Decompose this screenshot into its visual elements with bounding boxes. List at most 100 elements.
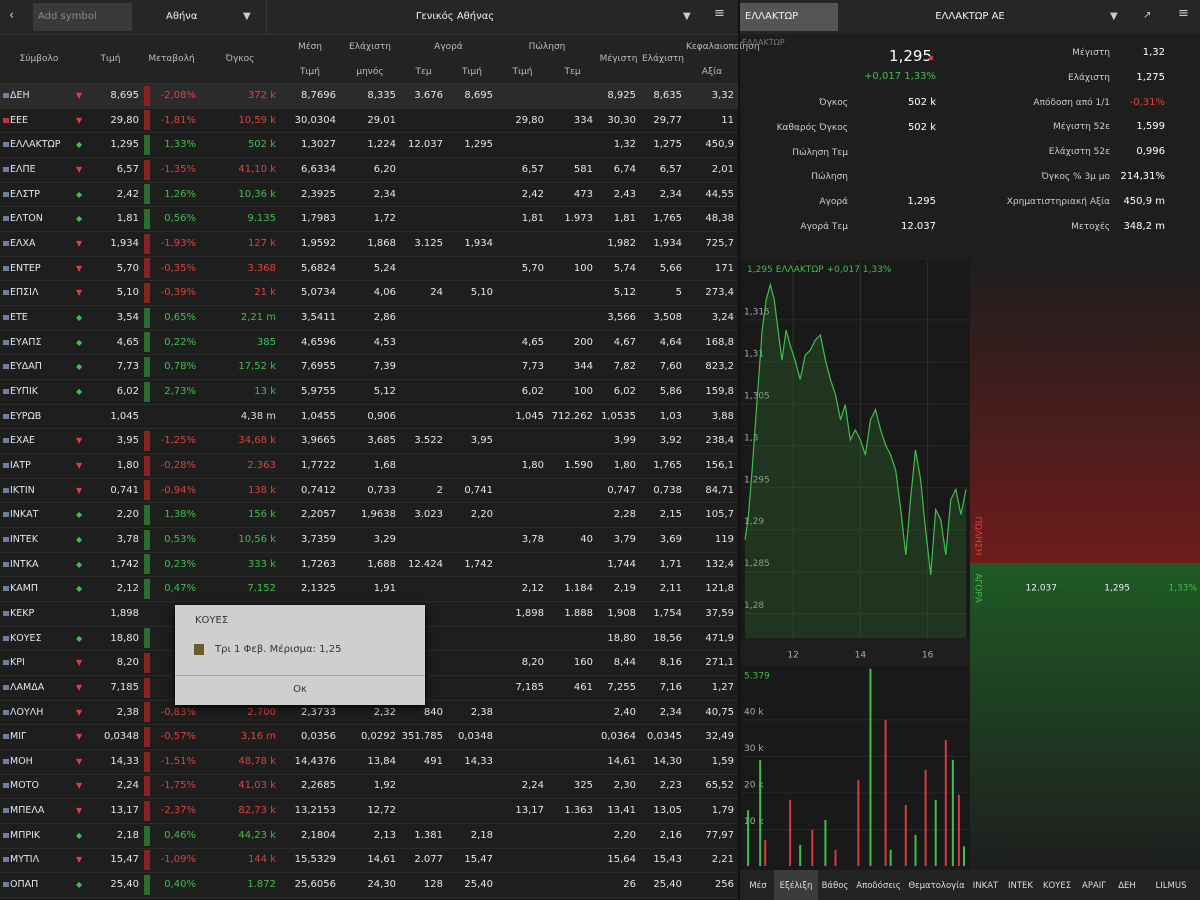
symbol[interactable]: ΜΙΓ <box>10 731 27 743</box>
cell: 2,21 m <box>240 311 276 323</box>
tab[interactable]: ΑΡΑΙΓ <box>1082 881 1106 891</box>
symbol[interactable]: ΙΝΤΕΚ <box>10 533 38 545</box>
cell: 4,64 <box>659 336 682 348</box>
cell: 40,75 <box>705 706 734 718</box>
tab[interactable]: Βάθος <box>821 881 849 891</box>
symbol-input[interactable] <box>740 3 838 31</box>
volume-bar <box>884 719 887 866</box>
search-box[interactable] <box>33 3 132 31</box>
index-select[interactable]: Γενικός Αθήνας <box>415 11 495 22</box>
symbol[interactable]: ΕΛΧΑ <box>10 237 36 249</box>
symbol[interactable]: ΕΕΕ <box>10 114 29 126</box>
chart-icon[interactable]: ↗ <box>1143 10 1152 21</box>
bid-qty: 12.037 <box>1026 584 1058 594</box>
cell: 1,224 <box>367 139 396 151</box>
trend-arrow: ▼ <box>76 91 83 100</box>
row-bg <box>0 281 738 306</box>
symbol[interactable]: ΕΛΠΕ <box>10 163 36 175</box>
stat-label: Μετοχές <box>1071 221 1110 232</box>
cell: 144 k <box>247 854 276 866</box>
detail-price: 1,295 <box>889 47 932 65</box>
symbol[interactable]: ΜΥΤΙΛ <box>10 854 40 866</box>
tab[interactable]: ΙΝΤΕΚ <box>1007 881 1033 891</box>
symbol[interactable]: ΜΠΡΙΚ <box>10 829 41 841</box>
cell: 5,6824 <box>301 262 336 274</box>
column-header: Ελάχιστη <box>641 54 685 64</box>
tab[interactable]: LILMUS <box>1155 881 1187 891</box>
cell: 1,0535 <box>601 410 636 422</box>
change-bar <box>144 726 150 747</box>
cell: 32,49 <box>705 731 734 743</box>
volume-bar <box>764 840 767 866</box>
symbol[interactable]: ΚΡΙ <box>10 657 25 669</box>
stat-label: Ελάχιστη 52ε <box>1048 147 1110 158</box>
cell: -1,81% <box>160 114 196 126</box>
symbol[interactable]: ΙΚΤΙΝ <box>10 484 35 496</box>
back-button[interactable]: ‹ <box>9 8 15 23</box>
symbol[interactable]: ΛΑΜΔΑ <box>10 681 45 693</box>
cell: 351.785 <box>401 731 443 743</box>
symbol[interactable]: ΜΠΕΛΑ <box>10 805 45 817</box>
menu-button[interactable]: ≡ <box>714 6 725 21</box>
y-tick-label: 1,29 <box>744 517 764 527</box>
dropdown-arrow: ▼ <box>243 11 251 22</box>
tab[interactable]: Αποδόσεις <box>856 881 901 891</box>
symbol[interactable]: ΕΥΡΩΒ <box>10 410 42 422</box>
symbol[interactable]: ΕΥΔΑΠ <box>10 361 42 373</box>
tab[interactable]: Εξέλιξη <box>779 881 813 891</box>
cell: -2,08% <box>160 90 196 101</box>
symbol[interactable]: ΕΛΛΑΚΤΩΡ <box>10 139 61 151</box>
symbol[interactable]: ΕΠΣΙΛ <box>10 287 39 299</box>
stat-label: Ελάχιστη <box>1067 72 1110 83</box>
symbol[interactable]: ΙΝΚΑΤ <box>10 509 39 521</box>
symbol[interactable]: ΔΕΗ <box>10 90 30 101</box>
cell: 1,934 <box>653 237 682 249</box>
tab[interactable]: Μέσ <box>749 881 767 891</box>
cell: 1,71 <box>659 558 682 570</box>
symbol[interactable]: ΚΕΚΡ <box>10 607 35 619</box>
symbol[interactable]: ΙΝΤΚΑ <box>10 558 39 570</box>
dropdown-arrow[interactable]: ▼ <box>1110 11 1118 22</box>
cell: 5,70 <box>521 262 544 274</box>
tab[interactable]: ΙΝΚΑΤ <box>972 881 999 891</box>
symbol[interactable]: ΕΥΑΠΣ <box>10 336 42 348</box>
cell: 26 <box>623 879 636 891</box>
stat-value: 502 k <box>907 97 936 108</box>
tab[interactable]: Θεματολογία <box>908 881 965 891</box>
symbol[interactable]: ΟΠΑΠ <box>10 879 39 891</box>
dialog-ok[interactable]: Οκ <box>293 684 307 695</box>
chart: 1214161,281,2851,291,2951,31,3051,311,31… <box>740 258 1200 870</box>
change-bar <box>144 800 150 821</box>
symbol[interactable]: ΛΟΥΛΗ <box>10 706 44 718</box>
cell: 156,1 <box>705 459 734 471</box>
symbol[interactable]: ΕΧΑΕ <box>10 435 36 447</box>
symbol[interactable]: ΕΥΠΙΚ <box>10 385 38 397</box>
trend-arrow: ◆ <box>76 140 83 150</box>
symbol[interactable]: ΙΑΤΡ <box>10 459 31 471</box>
symbol[interactable]: ΕΝΤΕΡ <box>10 262 41 274</box>
cell: 2,38 <box>470 706 493 718</box>
cell: 344 <box>573 361 593 373</box>
tab[interactable]: ΔΕΗ <box>1118 881 1136 891</box>
cell: 18,80 <box>607 632 636 644</box>
symbol[interactable]: ΚΟΥΕΣ <box>10 632 42 644</box>
cell: 7,73 <box>116 361 139 373</box>
symbol[interactable]: ΕΤΕ <box>10 311 28 323</box>
cell: 0,0348 <box>104 731 139 743</box>
symbol[interactable]: ΜΟΗ <box>10 755 33 767</box>
symbol[interactable]: ΜΟΤΟ <box>10 780 39 792</box>
cell: 25,40 <box>110 879 139 891</box>
cell: 5,70 <box>116 262 139 274</box>
symbol[interactable]: ΕΛΤΟΝ <box>10 213 43 225</box>
tab-selected-bg <box>774 870 818 900</box>
menu-button[interactable]: ≡ <box>1178 6 1189 21</box>
symbol[interactable]: ΕΛΣΤΡ <box>10 188 41 200</box>
cell: 3,92 <box>659 435 682 447</box>
change-bar <box>144 776 150 797</box>
cell: 5 <box>675 287 682 299</box>
cell: 3,69 <box>659 533 682 545</box>
symbol[interactable]: ΚΑΜΠ <box>10 583 39 595</box>
cell: 29,80 <box>110 114 139 126</box>
market-select[interactable]: Αθήνα <box>166 11 198 22</box>
tab[interactable]: ΚΟΥΕΣ <box>1042 881 1072 891</box>
